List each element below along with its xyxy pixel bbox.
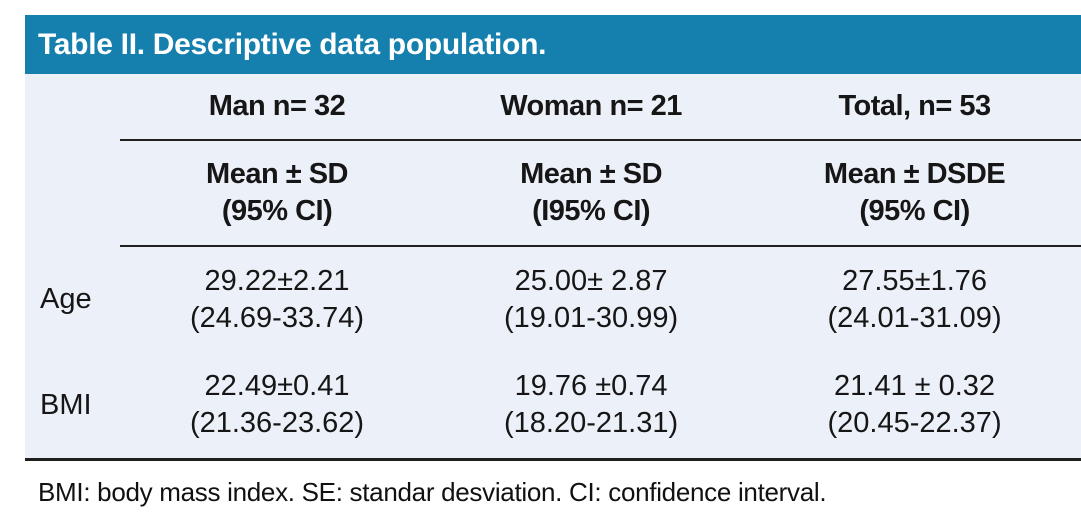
age-woman-ci: (19.01-30.99) <box>504 301 679 334</box>
subheader-total-line1: Mean ± DSDE <box>823 158 1006 190</box>
subheader-total-line2: (95% CI) <box>859 195 970 227</box>
table-title: Table II. Descriptive data population. <box>38 27 547 61</box>
subheader-spacer-cell <box>25 141 120 247</box>
subheader-woman: Mean ± SD (I95% CI) <box>434 141 749 247</box>
table-figure: Table II. Descriptive data population. M… <box>25 15 1081 508</box>
table-row-bmi: BMI 22.49±0.41 (21.36-23.62) 19.76 ±0.74… <box>25 352 1081 458</box>
age-total-mean: 27.55±1.76 <box>842 264 988 297</box>
age-man-ci: (24.69-33.74) <box>189 301 365 334</box>
bmi-woman-mean: 19.76 ±0.74 <box>514 370 668 402</box>
bmi-woman-ci: (18.20-21.31) <box>504 407 679 439</box>
bmi-man-mean: 22.49±0.41 <box>204 370 350 402</box>
subheader-man-line2: (95% CI) <box>221 195 333 227</box>
header-spacer-cell <box>25 74 120 141</box>
bmi-total-ci: (20.45-22.37) <box>827 407 1002 439</box>
subheader-row: Mean ± SD (95% CI) Mean ± SD (I95% CI) M… <box>25 141 1081 247</box>
age-total-cell: 27.55±1.76 (24.01-31.09) <box>748 247 1081 352</box>
bmi-total-cell: 21.41 ± 0.32 (20.45-22.37) <box>748 352 1081 458</box>
subheader-woman-line2: (I95% CI) <box>532 195 651 227</box>
table-body: Man n= 32 Woman n= 21 Total, n= 53 Mean … <box>25 74 1081 461</box>
row-label-age: Age <box>40 283 92 315</box>
subheader-man: Mean ± SD (95% CI) <box>120 141 435 247</box>
table-row-age: Age 29.22±2.21 (24.69-33.74) 25.00± 2.87… <box>25 247 1081 352</box>
column-header-row: Man n= 32 Woman n= 21 Total, n= 53 <box>25 74 1081 141</box>
bmi-man-cell: 22.49±0.41 (21.36-23.62) <box>120 352 434 458</box>
column-header-total: Total, n= 53 <box>748 74 1081 141</box>
table-footnote: BMI: body mass index. SE: standar desvia… <box>38 477 827 507</box>
subheader-woman-line1: Mean ± SD <box>520 158 663 190</box>
bmi-total-mean: 21.41 ± 0.32 <box>834 370 996 402</box>
age-woman-cell: 25.00± 2.87 (19.01-30.99) <box>434 247 748 352</box>
age-woman-mean: 25.00± 2.87 <box>514 264 668 297</box>
bmi-woman-cell: 19.76 ±0.74 (18.20-21.31) <box>434 352 748 458</box>
subheader-man-line1: Mean ± SD <box>206 158 348 190</box>
age-man-cell: 29.22±2.21 (24.69-33.74) <box>120 247 434 352</box>
column-header-man: Man n= 32 <box>120 74 435 141</box>
subheader-total: Mean ± DSDE (95% CI) <box>748 141 1081 247</box>
bmi-man-ci: (21.36-23.62) <box>189 407 365 439</box>
table-title-bar: Table II. Descriptive data population. <box>25 15 1081 74</box>
age-total-ci: (24.01-31.09) <box>827 301 1002 334</box>
row-label-bmi: BMI <box>40 388 92 421</box>
age-man-mean: 29.22±2.21 <box>204 264 350 297</box>
column-header-woman: Woman n= 21 <box>434 74 749 141</box>
